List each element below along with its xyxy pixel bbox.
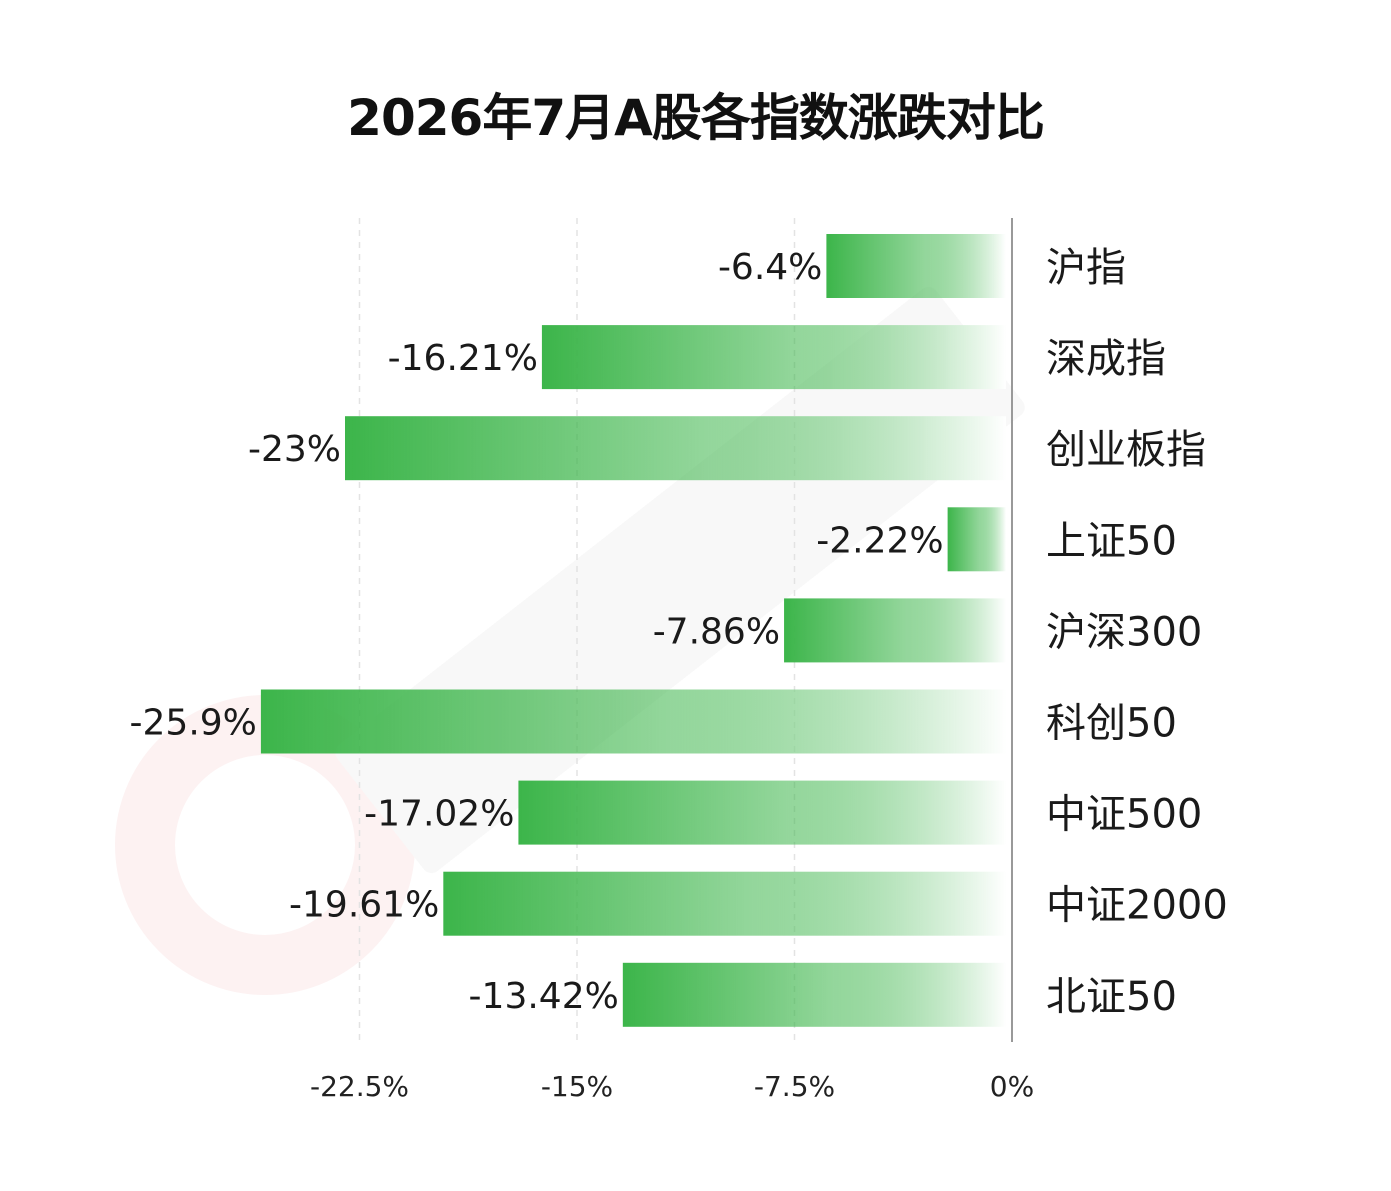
x-tick-label: -22.5% (310, 1070, 409, 1103)
x-tick-label: 0% (990, 1070, 1034, 1103)
bar (443, 871, 1006, 936)
data-label: -23% (248, 429, 341, 470)
data-label: -19.61% (289, 885, 439, 926)
data-label: -7.86% (653, 611, 780, 652)
chart-title: 2026年7月A股各指数涨跌对比 (347, 89, 1045, 147)
data-label: -16.21% (388, 338, 538, 379)
data-label: -2.22% (816, 520, 943, 561)
bar (345, 416, 1006, 481)
x-tick-labels: -22.5% -15% -7.5% 0% (310, 1070, 1034, 1103)
bar (784, 598, 1006, 663)
bar (541, 325, 1006, 390)
category-label: 北证50 (1046, 974, 1177, 1020)
bar (518, 780, 1006, 845)
value-labels: -6.4% -16.21% -23% -2.22% -7.86% -25.9% -17.02… (130, 247, 944, 1017)
category-label: 科创50 (1046, 701, 1177, 747)
x-tick-label: -15% (541, 1070, 613, 1103)
category-label: 创业板指 (1046, 427, 1206, 473)
category-label: 深成指 (1046, 336, 1166, 382)
category-label: 沪深300 (1046, 609, 1202, 655)
x-tick-label: -7.5% (754, 1070, 835, 1103)
category-label: 上证50 (1046, 518, 1177, 564)
data-label: -13.42% (469, 976, 619, 1017)
category-label: 沪指 (1046, 245, 1126, 291)
bar (947, 507, 1006, 572)
bar (622, 962, 1006, 1027)
data-label: -6.4% (718, 247, 822, 288)
data-label: -25.9% (130, 703, 257, 744)
data-label: -17.02% (364, 794, 514, 835)
bar (826, 234, 1006, 298)
bar (260, 689, 1006, 754)
category-label: 中证2000 (1046, 883, 1228, 929)
category-label: 中证500 (1046, 792, 1202, 838)
bars (260, 234, 1006, 1027)
